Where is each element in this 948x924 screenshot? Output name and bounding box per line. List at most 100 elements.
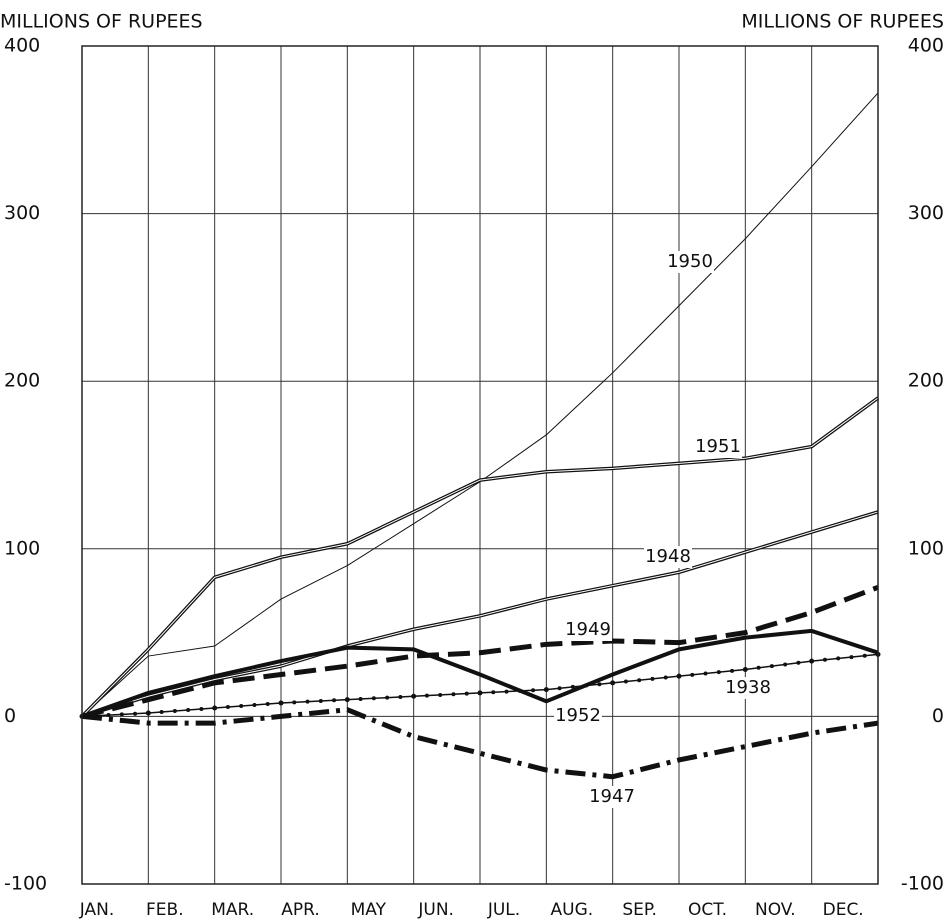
series-label-bg xyxy=(554,705,602,727)
series-label: 1948 xyxy=(645,546,691,567)
x-tick-label: NOV. xyxy=(755,900,796,920)
y2-tick-label: 0 xyxy=(932,705,944,727)
series-dot xyxy=(570,684,575,689)
series-dot xyxy=(822,657,827,662)
series-dot xyxy=(557,686,562,691)
x-tick-label: APR. xyxy=(281,900,320,920)
series-dot xyxy=(637,678,642,683)
series-dot xyxy=(438,692,443,697)
series-dot xyxy=(531,688,536,693)
series-dot xyxy=(133,711,138,716)
series-point xyxy=(278,700,284,706)
y-tick-label: 400 xyxy=(4,35,40,57)
series-dot xyxy=(517,688,522,693)
series-dot xyxy=(358,696,363,701)
series-dot xyxy=(597,682,602,687)
y-tick-label: 300 xyxy=(4,202,40,224)
series-label: 1951 xyxy=(695,436,741,457)
series-label-bg xyxy=(694,436,742,458)
series-dot xyxy=(159,710,164,715)
series-dot xyxy=(650,676,655,681)
series-label: 1947 xyxy=(589,786,635,807)
x-tick-label: JUL. xyxy=(487,900,520,920)
series-point xyxy=(411,693,417,699)
series-dot xyxy=(305,699,310,704)
series-dot xyxy=(398,694,403,699)
y2-tick-label: 200 xyxy=(908,370,944,392)
x-tick-label: JAN. xyxy=(79,900,114,920)
series-dot xyxy=(371,696,376,701)
series-dot xyxy=(464,691,469,696)
series-dot xyxy=(199,707,204,712)
series-dot xyxy=(756,665,761,670)
series-label-bg xyxy=(644,546,692,568)
series-point xyxy=(742,666,748,672)
series-dot xyxy=(265,701,270,706)
series-dot xyxy=(849,655,854,660)
series-dot xyxy=(623,679,628,684)
series-label-bg xyxy=(724,677,772,699)
series-point xyxy=(477,690,483,696)
x-tick-label: JUN. xyxy=(417,900,454,920)
series-dot xyxy=(504,689,509,694)
x-tick-label: OCT. xyxy=(688,900,727,920)
series-dot xyxy=(716,670,721,675)
series-point xyxy=(145,710,151,716)
series-dot xyxy=(451,692,456,697)
y2-tick-label: 300 xyxy=(908,202,944,224)
series-label-bg xyxy=(666,251,714,273)
series-point xyxy=(344,697,350,703)
series-point xyxy=(543,687,549,693)
y-tick-label: 0 xyxy=(4,705,16,727)
series-line xyxy=(81,585,879,719)
series-dot xyxy=(491,690,496,695)
series-dot xyxy=(584,683,589,688)
series-label-bg xyxy=(588,786,636,808)
series-label: 1952 xyxy=(555,705,601,726)
series-dot xyxy=(730,668,735,673)
y-axis-label: MILLIONS OF RUPEES xyxy=(0,11,203,33)
series-dot xyxy=(663,675,668,680)
series-label-bg xyxy=(564,619,612,641)
x-tick-label: FEB. xyxy=(146,900,184,920)
x-tick-label: MAY xyxy=(351,900,387,920)
series-dot xyxy=(385,695,390,700)
y2-axis-label: MILLIONS OF RUPEES xyxy=(741,11,944,33)
series-dot xyxy=(836,656,841,661)
series-dot xyxy=(292,700,297,705)
y-tick-label: 100 xyxy=(4,537,40,559)
series-point xyxy=(212,705,218,711)
y2-tick-label: 100 xyxy=(908,537,944,559)
series-dot xyxy=(690,672,695,677)
x-tick-label: DEC. xyxy=(823,900,864,920)
series-dot xyxy=(186,708,191,713)
series-line xyxy=(81,628,879,719)
series-dot xyxy=(703,671,708,676)
series-label: 1949 xyxy=(565,619,611,640)
x-tick-label: AUG. xyxy=(551,900,594,920)
x-tick-label: MAR. xyxy=(211,900,254,920)
series-dot xyxy=(252,703,257,708)
series-dot xyxy=(106,713,111,718)
y-tick-label: -100 xyxy=(4,873,47,895)
series-line-inner xyxy=(81,397,879,717)
series-dot xyxy=(225,705,230,710)
series-dot xyxy=(769,664,774,669)
series-point xyxy=(676,673,682,679)
series-dot xyxy=(796,660,801,665)
series-label: 1950 xyxy=(667,251,713,272)
series-dot xyxy=(424,693,429,698)
y2-tick-label: 400 xyxy=(908,35,944,57)
plot-frame xyxy=(81,45,879,885)
series-line xyxy=(81,707,879,780)
y-tick-label: 200 xyxy=(4,370,40,392)
series-point xyxy=(610,680,616,686)
series-point xyxy=(809,658,815,664)
series-dot xyxy=(318,698,323,703)
series-dot xyxy=(172,709,177,714)
series-dot xyxy=(239,704,244,709)
x-tick-label: SEP. xyxy=(622,900,657,920)
series-line-inner xyxy=(81,511,879,717)
series-dot xyxy=(332,698,337,703)
